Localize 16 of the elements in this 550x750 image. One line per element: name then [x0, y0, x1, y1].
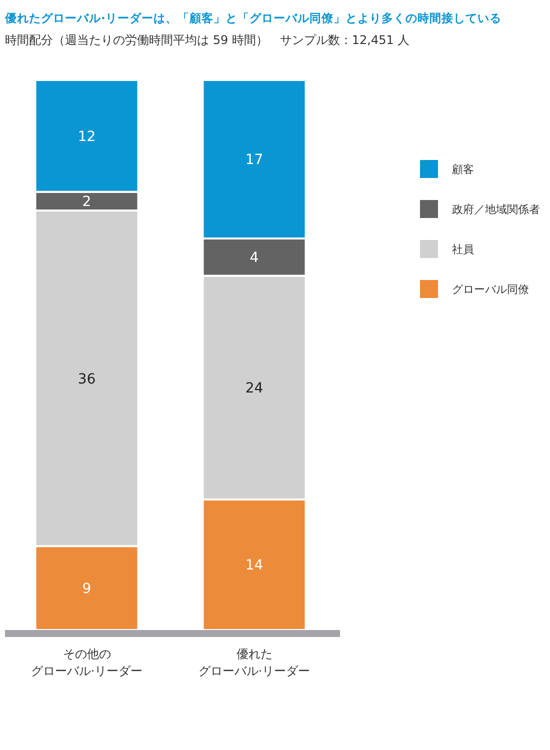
- x-tick-label: その他のグローバル·リーダー: [30, 647, 143, 678]
- data-label: 36: [78, 371, 96, 388]
- legend-label: 政府／地域関係者: [452, 203, 540, 216]
- data-label: 12: [78, 128, 96, 145]
- legend-label: グローバル同僚: [452, 283, 529, 296]
- data-label: 14: [245, 558, 264, 574]
- data-label: 24: [245, 380, 264, 397]
- legend-label: 社員: [452, 243, 474, 256]
- data-label: 4: [250, 250, 259, 266]
- chart-subtitle: 時間配分（週当たりの労働時間平均は 59 時間） サンプル数：12,451 人: [5, 33, 410, 47]
- legend-label: 顧客: [452, 163, 474, 176]
- data-label: 2: [82, 194, 92, 210]
- data-label: 17: [245, 152, 264, 168]
- chart-title: 優れたグローバル·リーダーは、「顧客」と「グローバル同僚」とより多くの時間接している: [4, 11, 502, 25]
- data-label: 9: [82, 581, 92, 598]
- x-tick-label: 優れたグローバル·リーダー: [198, 647, 310, 678]
